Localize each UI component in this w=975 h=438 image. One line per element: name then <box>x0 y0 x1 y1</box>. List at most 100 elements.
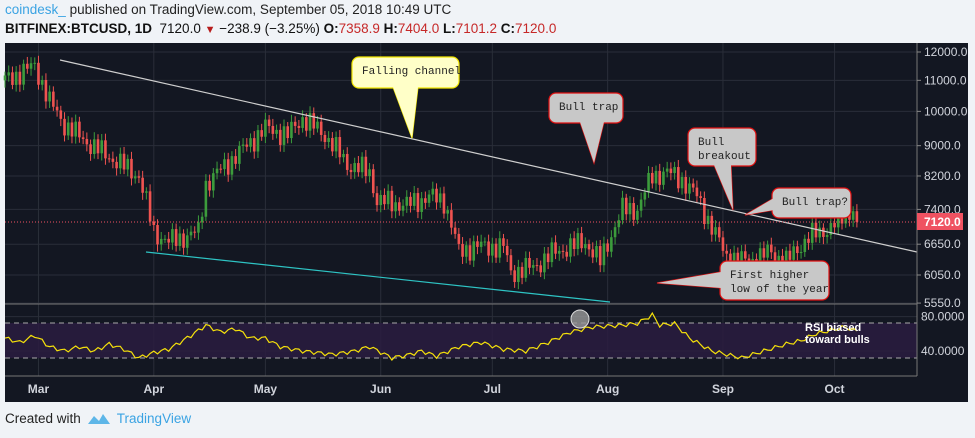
candle-body <box>461 243 464 257</box>
bull-trap-callout: Bull trap <box>548 92 624 166</box>
candle-body <box>531 265 535 268</box>
candle-body <box>148 191 152 222</box>
candle-body <box>610 237 613 252</box>
candle-body <box>115 161 118 169</box>
candle-body <box>777 255 781 261</box>
candle-body <box>133 176 137 179</box>
candle-body <box>78 121 81 138</box>
candle-body <box>770 244 773 253</box>
candle-body <box>215 168 219 174</box>
candle-body <box>74 121 77 137</box>
created-with: Created with <box>5 411 81 426</box>
author-link[interactable]: coindesk_ <box>5 2 66 17</box>
candle-body <box>491 243 494 256</box>
candle-body <box>11 72 14 85</box>
open-value: 7358.9 <box>338 21 380 36</box>
candle-body <box>286 126 290 139</box>
candle-body <box>505 245 509 256</box>
candle-body <box>137 176 141 178</box>
candle-body <box>628 203 632 215</box>
rsi-note-text: toward bulls <box>805 334 870 346</box>
candle-body <box>297 125 301 128</box>
open-label: O: <box>323 21 339 36</box>
candle-body <box>200 216 204 223</box>
bull-breakout-callout: Bull breakout <box>687 127 757 211</box>
candle-body <box>598 246 602 266</box>
price-tick-label: 9000.0 <box>924 139 961 153</box>
candle-body <box>665 168 669 172</box>
bull-breakout-callout-text: breakout <box>698 151 751 163</box>
candle-body <box>483 241 487 243</box>
candle-body <box>398 202 401 211</box>
candle-body <box>252 138 256 152</box>
publish-line: coindesk_ published on TradingView.com, … <box>5 2 451 17</box>
candle-body <box>156 224 159 245</box>
higher-low-callout-text: First higher <box>730 270 809 282</box>
candle-body <box>647 172 650 193</box>
candle-body <box>323 134 327 143</box>
candle-body <box>695 187 699 197</box>
candle-body <box>152 221 156 225</box>
candle-body <box>163 238 167 240</box>
candle-body <box>758 248 762 271</box>
candle-body <box>472 241 476 261</box>
down-arrow-icon: ▼ <box>204 24 216 36</box>
candle-body <box>457 233 461 244</box>
candle-body <box>368 169 371 177</box>
candle-body <box>677 167 680 189</box>
candle-body <box>416 193 420 212</box>
candle-body <box>673 167 676 174</box>
candle-body <box>245 144 249 147</box>
candle-body <box>576 233 580 250</box>
candle-body <box>662 171 665 185</box>
candle-body <box>528 257 531 268</box>
candle-body <box>520 266 524 278</box>
candle-body <box>126 158 130 170</box>
rsi-tick-label: 80.0000 <box>921 310 965 324</box>
candle-body <box>420 198 423 212</box>
candle-body <box>360 156 364 173</box>
candle-body <box>517 266 520 282</box>
candle-body <box>230 156 234 175</box>
candle-body <box>825 234 829 237</box>
candle-body <box>390 190 394 212</box>
candle-body <box>371 169 375 194</box>
candle-body <box>424 198 427 203</box>
candle-body <box>63 118 66 136</box>
candle-body <box>107 158 111 160</box>
candle-body <box>502 238 505 246</box>
price-tick-label: 7400.0 <box>924 202 961 216</box>
candle-body <box>308 113 312 131</box>
candle-body <box>290 121 293 139</box>
time-tick-label: Mar <box>28 382 50 396</box>
candle-body <box>100 140 104 154</box>
higher-low-callout: First higher low of the year <box>656 260 830 301</box>
falling-channel-upper-line <box>59 59 918 253</box>
low-label: L: <box>442 21 456 36</box>
tradingview-link[interactable]: TradingView <box>116 411 192 426</box>
candle-body <box>814 222 818 238</box>
price-tick-label: 8200.0 <box>924 169 961 183</box>
candle-body <box>293 121 297 126</box>
bull-breakout-callout-pointer-fill <box>714 165 733 210</box>
high-value: 7404.0 <box>397 21 440 36</box>
candle-body <box>364 156 368 177</box>
candle-body <box>275 129 278 134</box>
candle-body <box>26 63 29 69</box>
candle-body <box>264 119 267 137</box>
candle-body <box>606 243 609 252</box>
candle-body <box>379 194 383 206</box>
candle-body <box>55 106 59 111</box>
candle-body <box>654 170 658 184</box>
candle-body <box>643 192 647 200</box>
candle-body <box>14 71 18 85</box>
candle-body <box>345 153 349 170</box>
candle-body <box>450 210 453 228</box>
candle-body <box>784 250 788 269</box>
candle-body <box>22 63 25 85</box>
candle-body <box>193 231 197 233</box>
candle-body <box>479 241 483 247</box>
rsi-band <box>5 323 917 358</box>
